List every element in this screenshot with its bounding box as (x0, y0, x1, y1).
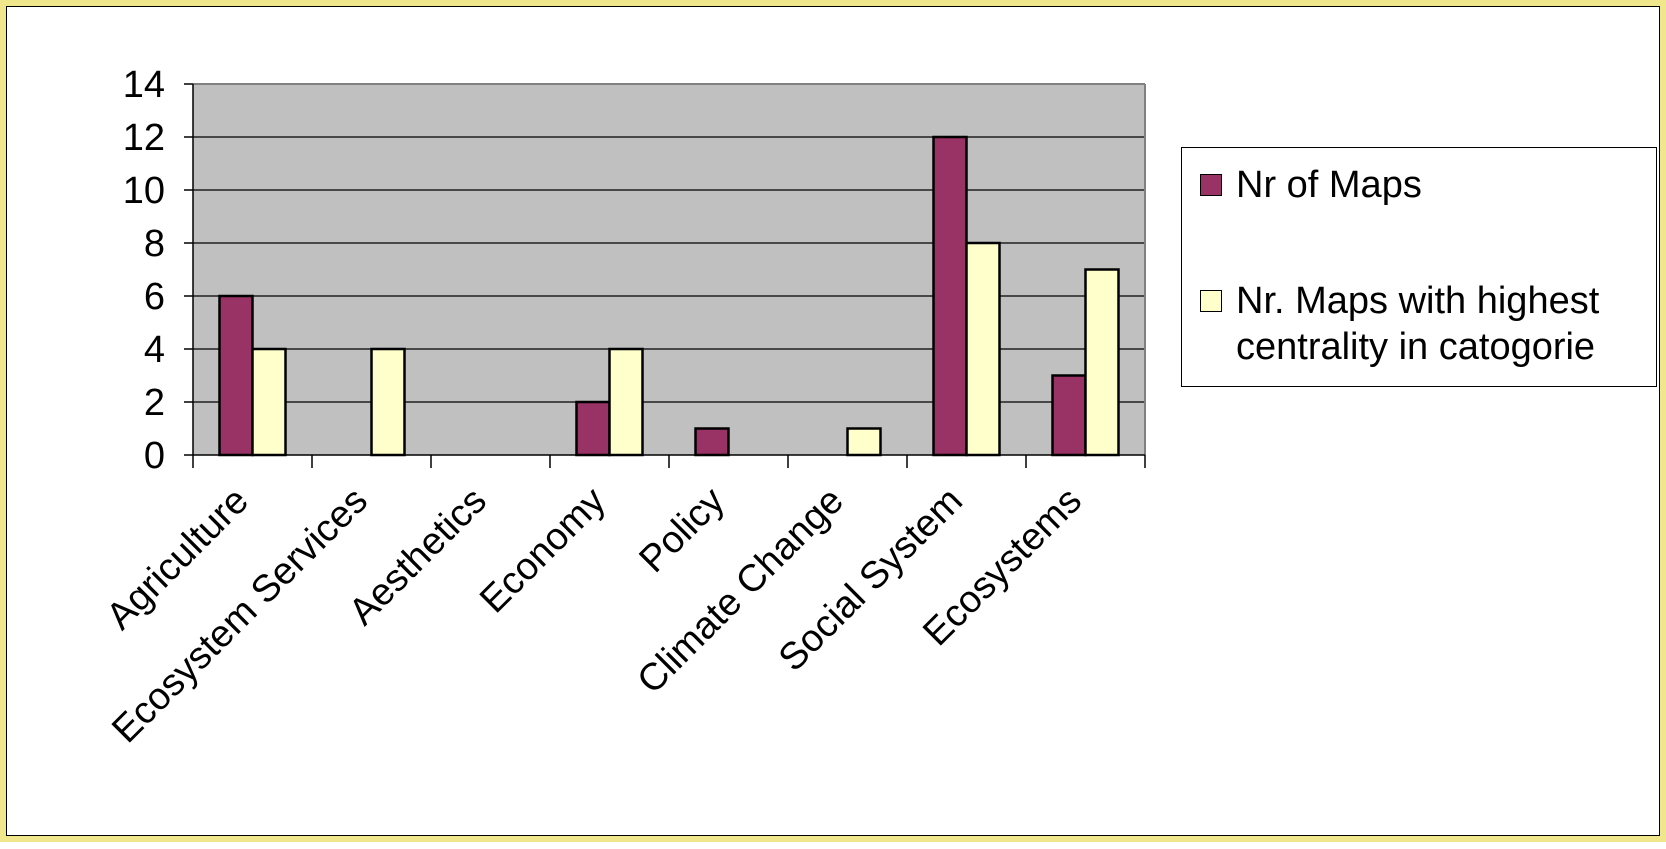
y-tick-label: 12 (123, 117, 165, 159)
bar-nr-maps-with-highest-centrality-in-catogorie-ecosystem-services (370, 347, 406, 457)
legend-label-nr-of-maps: Nr of Maps (1236, 164, 1422, 206)
y-tick-label: 10 (123, 170, 165, 212)
x-category-label: Policy (631, 480, 732, 581)
y-tick-label: 0 (144, 435, 165, 477)
bar-nr-of-maps-economy (575, 400, 611, 457)
bar-nr-of-maps-social-system (932, 135, 968, 457)
bar-nr-of-maps-policy (694, 427, 730, 457)
plot-area (193, 84, 1145, 455)
bar-nr-maps-with-highest-centrality-in-catogorie-social-system (965, 241, 1001, 457)
bar-nr-maps-with-highest-centrality-in-catogorie-climate-change (846, 427, 882, 457)
y-tick-label: 2 (144, 382, 165, 424)
legend-swatch-highest-centrality (1200, 290, 1222, 312)
legend-item-highest-centrality: Nr. Maps with highest centrality in cato… (1200, 278, 1656, 370)
bar-nr-of-maps-agriculture (218, 294, 254, 457)
y-tick-label: 14 (123, 64, 165, 106)
legend-swatch-nr-of-maps (1200, 174, 1222, 196)
legend-item-nr-of-maps: Nr of Maps (1200, 162, 1656, 208)
x-category-label: Climate Change (629, 480, 851, 702)
bar-nr-maps-with-highest-centrality-in-catogorie-ecosystems (1084, 268, 1120, 457)
y-tick-label: 6 (144, 276, 165, 318)
y-tick-label: 4 (144, 329, 165, 371)
legend-label-highest-centrality: Nr. Maps with highest centrality in cato… (1236, 280, 1600, 368)
legend: Nr of Maps Nr. Maps with highest central… (1181, 147, 1657, 387)
y-tick-label: 8 (144, 223, 165, 265)
x-category-label: Economy (472, 480, 614, 622)
bar-nr-maps-with-highest-centrality-in-catogorie-economy (608, 347, 644, 457)
bar-nr-maps-with-highest-centrality-in-catogorie-agriculture (251, 347, 287, 457)
bar-nr-of-maps-ecosystems (1051, 374, 1087, 457)
